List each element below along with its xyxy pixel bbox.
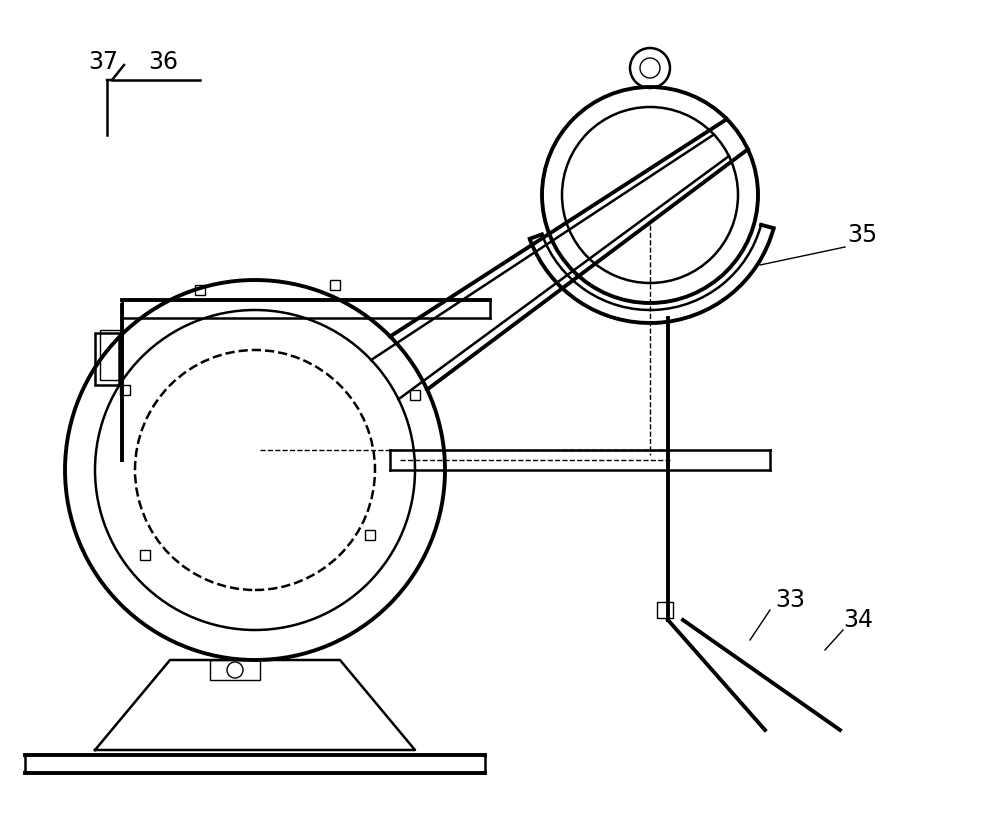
Text: 34: 34 [843, 608, 873, 632]
Bar [100, 330, 122, 380]
Bar [210, 660, 260, 680]
Bar [330, 280, 340, 290]
Bar [410, 390, 420, 400]
Text: 33: 33 [775, 588, 805, 612]
Text: 37: 37 [88, 50, 118, 74]
Bar [140, 550, 150, 560]
Bar [657, 602, 673, 618]
Bar [195, 285, 205, 295]
Text: 35: 35 [847, 223, 877, 247]
Text: 36: 36 [148, 50, 178, 74]
Bar [95, 333, 119, 385]
Bar [365, 530, 375, 540]
Bar [120, 385, 130, 395]
